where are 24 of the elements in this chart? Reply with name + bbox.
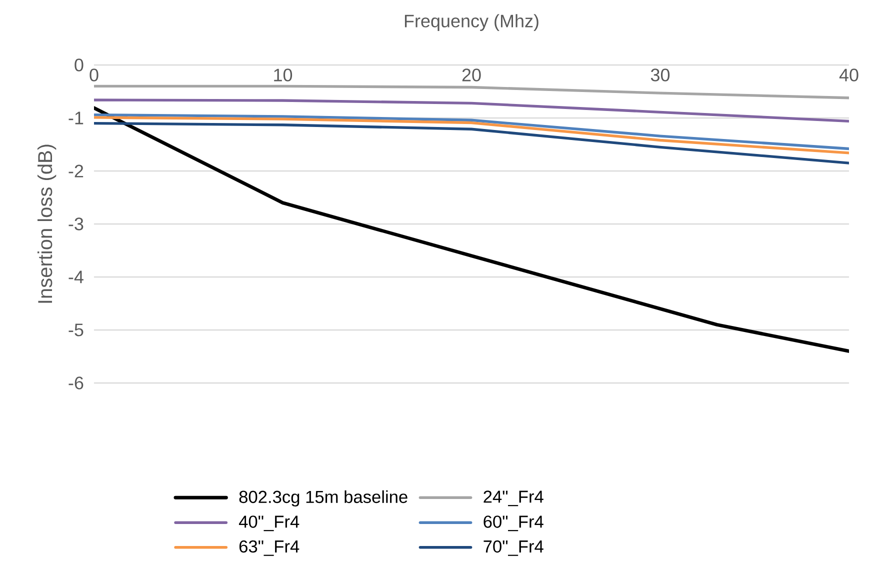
line-series <box>94 98 849 123</box>
y-tick-label: -4 <box>68 270 84 284</box>
y-tick-label: -6 <box>68 376 84 390</box>
line-series <box>94 84 849 100</box>
y-tick-label: 0 <box>74 58 84 72</box>
legend-label: 802.3cg 15m baseline <box>239 490 408 507</box>
y-tick-label: -5 <box>68 324 84 336</box>
legend-label: 40"_Fr4 <box>238 516 300 532</box>
x-tick-label: 30 <box>650 68 670 82</box>
x-tick-label: 20 <box>462 68 481 82</box>
x-tick-label: 0 <box>90 68 98 82</box>
line-series <box>94 122 849 164</box>
x-tick-label: 10 <box>274 68 292 82</box>
legend-label: 70"_Fr4 <box>484 540 544 556</box>
x-axis-title: Frequency (Mhz) <box>404 14 538 31</box>
y-tick-label: -3 <box>68 218 84 230</box>
y-tick-label: -2 <box>68 164 84 178</box>
y-axis-title: Insertion loss (dB) <box>38 144 56 303</box>
x-tick-label: 40 <box>839 68 858 82</box>
legend-label: 60"_Fr4 <box>484 516 544 532</box>
y-tick-label: -1 <box>68 112 84 124</box>
legend-label: 24"_Fr4 <box>484 490 544 506</box>
legend-label: 63"_Fr4 <box>239 540 300 556</box>
line-series <box>94 106 849 353</box>
